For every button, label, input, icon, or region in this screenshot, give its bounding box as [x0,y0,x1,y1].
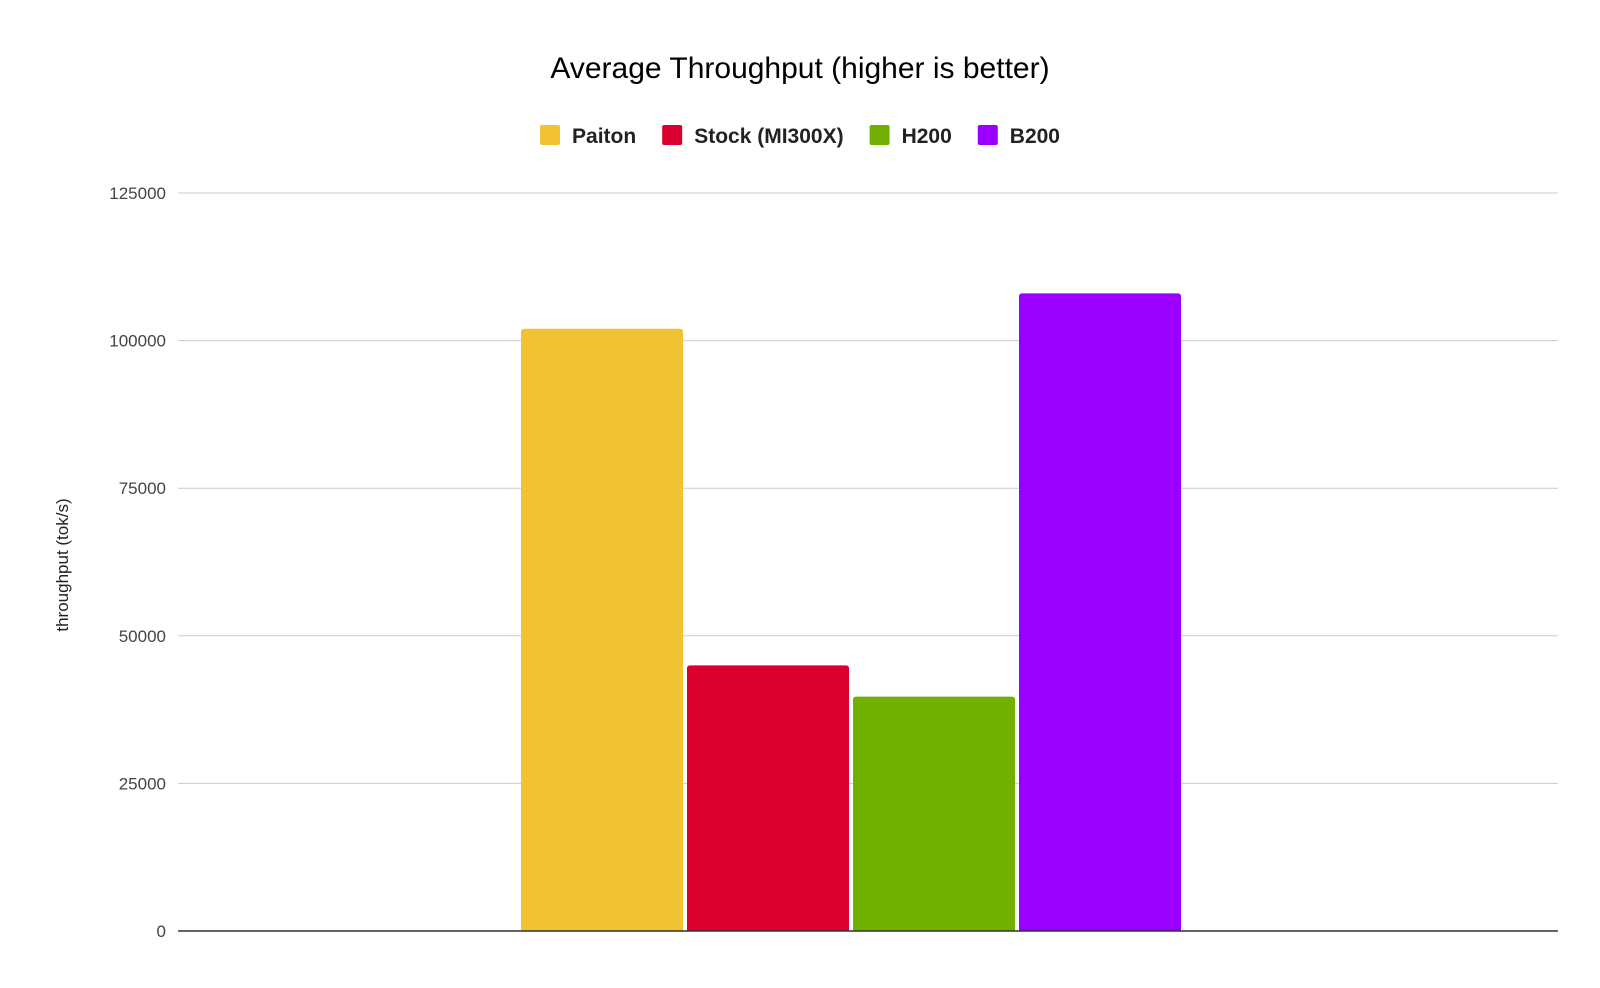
y-tick-label-25000: 25000 [119,774,166,793]
legend-item-h200: H200 [869,125,952,148]
legend-swatch [540,125,561,145]
legend-item-b200: B200 [977,125,1060,148]
y-tick-label-125000: 125000 [109,184,166,203]
legend-label: B200 [1010,125,1060,148]
bars [521,293,1181,931]
y-tick-label-0: 0 [157,922,166,941]
bar-stock-mi300x [687,665,849,931]
legend: Paiton Stock (MI300X) H200 B200 [540,125,1060,148]
y-axis-title: throughput (tok/s) [53,498,72,631]
chart-title: Average Throughput (higher is better) [550,52,1049,85]
bar-h200 [853,696,1015,931]
legend-swatch [662,125,683,145]
bar-b200 [1019,293,1181,931]
legend-swatch [977,125,998,145]
gridlines [178,192,1558,784]
legend-label: Stock (MI300X) [694,125,843,148]
bar-paiton [521,328,683,931]
legend-item-stock-mi300x: Stock (MI300X) [662,125,844,148]
y-tick-labels: 0 25000 50000 75000 100000 125000 [109,184,166,941]
y-tick-label-75000: 75000 [119,479,166,498]
legend-label: H200 [902,125,952,148]
legend-label: Paiton [572,125,636,148]
legend-swatch [869,125,890,145]
y-tick-label-50000: 50000 [119,627,166,646]
y-tick-label-100000: 100000 [109,332,166,351]
legend-item-paiton: Paiton [540,125,636,148]
